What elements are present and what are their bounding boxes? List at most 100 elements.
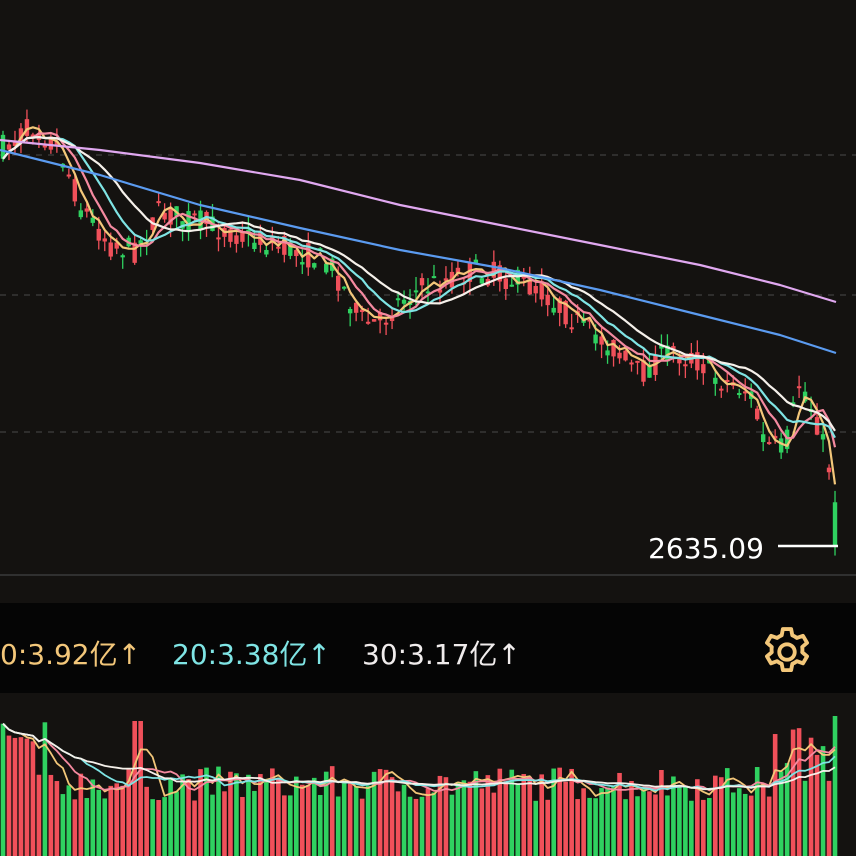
volume-bar xyxy=(683,787,688,856)
candle-body xyxy=(820,434,826,440)
candle-body xyxy=(336,275,341,291)
candle-body xyxy=(599,336,604,345)
candle-body xyxy=(0,134,6,159)
volume-bar xyxy=(102,798,108,856)
volume-bar xyxy=(545,799,550,856)
candle-body xyxy=(641,360,646,382)
volume-bar xyxy=(186,779,191,856)
volume-bar xyxy=(395,791,401,856)
candle-body xyxy=(371,319,377,322)
candle-body xyxy=(18,128,24,144)
volume-bar xyxy=(84,798,90,856)
candle-body xyxy=(377,311,383,321)
volume-bar xyxy=(557,767,562,856)
candle-body xyxy=(545,294,550,306)
chart-grid xyxy=(0,154,856,433)
candle-body xyxy=(288,242,293,256)
ma120-line xyxy=(0,138,837,304)
candle-body xyxy=(503,278,508,290)
candle-body xyxy=(102,238,107,242)
candle-body xyxy=(24,119,30,136)
candle-body xyxy=(216,237,221,240)
candle-body xyxy=(509,284,514,287)
volume-bar xyxy=(264,778,269,856)
volume-bar xyxy=(521,774,527,856)
price-marker-label: 2635.09 xyxy=(648,532,764,565)
volume-bar xyxy=(766,796,772,856)
volume-bar xyxy=(629,780,634,856)
ma30-line xyxy=(2,136,836,432)
candle-body xyxy=(701,364,706,374)
volume-bar xyxy=(162,797,167,856)
candle-body xyxy=(120,255,125,258)
candle-body xyxy=(359,309,365,313)
candles xyxy=(0,109,838,556)
volume-bar xyxy=(533,800,539,856)
candle-body xyxy=(431,276,437,279)
candle-body xyxy=(772,435,778,439)
volume-bar xyxy=(204,767,209,856)
volume-bar xyxy=(150,799,155,856)
volume-bar xyxy=(401,784,407,856)
volume-bar xyxy=(671,776,676,856)
volume-ma30-line xyxy=(2,723,836,791)
volume-bar xyxy=(299,784,305,856)
candle-body xyxy=(300,262,305,265)
candlestick-chart[interactable]: 2635.09 xyxy=(0,0,856,600)
candle-body xyxy=(168,207,173,225)
volume-bar xyxy=(713,775,718,856)
volume-bar xyxy=(419,796,425,856)
candle-body xyxy=(413,290,419,293)
volume-bar xyxy=(174,791,179,856)
candle-body xyxy=(365,321,371,324)
candle-body xyxy=(282,235,287,255)
volume-bar xyxy=(383,769,389,856)
volume-bar xyxy=(96,789,102,856)
volume-bar xyxy=(587,797,592,856)
volume-bar xyxy=(569,768,574,856)
candle-body xyxy=(306,243,311,268)
volume-bar xyxy=(24,738,30,856)
candle-body xyxy=(90,217,95,223)
volume-bar xyxy=(455,781,461,856)
volume-bar xyxy=(66,785,72,856)
candle-body xyxy=(114,242,119,249)
volume-bar xyxy=(443,777,449,856)
candle-body xyxy=(659,345,664,349)
volume-bar xyxy=(611,787,616,856)
candle-body xyxy=(473,259,479,264)
volume-bar xyxy=(407,796,413,856)
volume-bar xyxy=(551,768,556,856)
gear-icon[interactable] xyxy=(758,623,816,681)
volume-bar xyxy=(156,800,161,856)
candle-body xyxy=(766,442,772,445)
volume-bar xyxy=(114,783,120,856)
volume-ma-legend: 0:3.92亿↑ 20:3.38亿↑ 30:3.17亿↑ xyxy=(0,603,856,693)
candle-body xyxy=(551,307,556,313)
volume-bar xyxy=(54,781,60,856)
volume-bar xyxy=(724,768,730,856)
candle-body xyxy=(497,265,503,282)
candle-body xyxy=(737,392,742,395)
candle-body xyxy=(48,136,54,150)
volume-bar xyxy=(623,799,628,856)
candle-body xyxy=(186,211,191,232)
candle-body xyxy=(66,174,72,177)
volume-bar xyxy=(760,782,766,856)
volume-bar xyxy=(808,737,814,856)
candle-body xyxy=(294,250,299,257)
volume-bar xyxy=(294,776,299,856)
volume-ma10-label: 0:3.92亿↑ xyxy=(0,638,142,671)
volume-bar xyxy=(473,771,479,856)
candle-body xyxy=(713,377,718,384)
candle-body xyxy=(389,316,395,322)
candle-body xyxy=(533,285,538,294)
volume-bar xyxy=(784,763,790,856)
volume-bar xyxy=(18,737,24,856)
volume-bar xyxy=(659,769,664,856)
ma10-line xyxy=(2,131,837,448)
candle-body xyxy=(132,242,137,263)
candle-body xyxy=(264,249,269,255)
candle-body xyxy=(234,235,239,244)
volume-bar xyxy=(509,769,515,856)
